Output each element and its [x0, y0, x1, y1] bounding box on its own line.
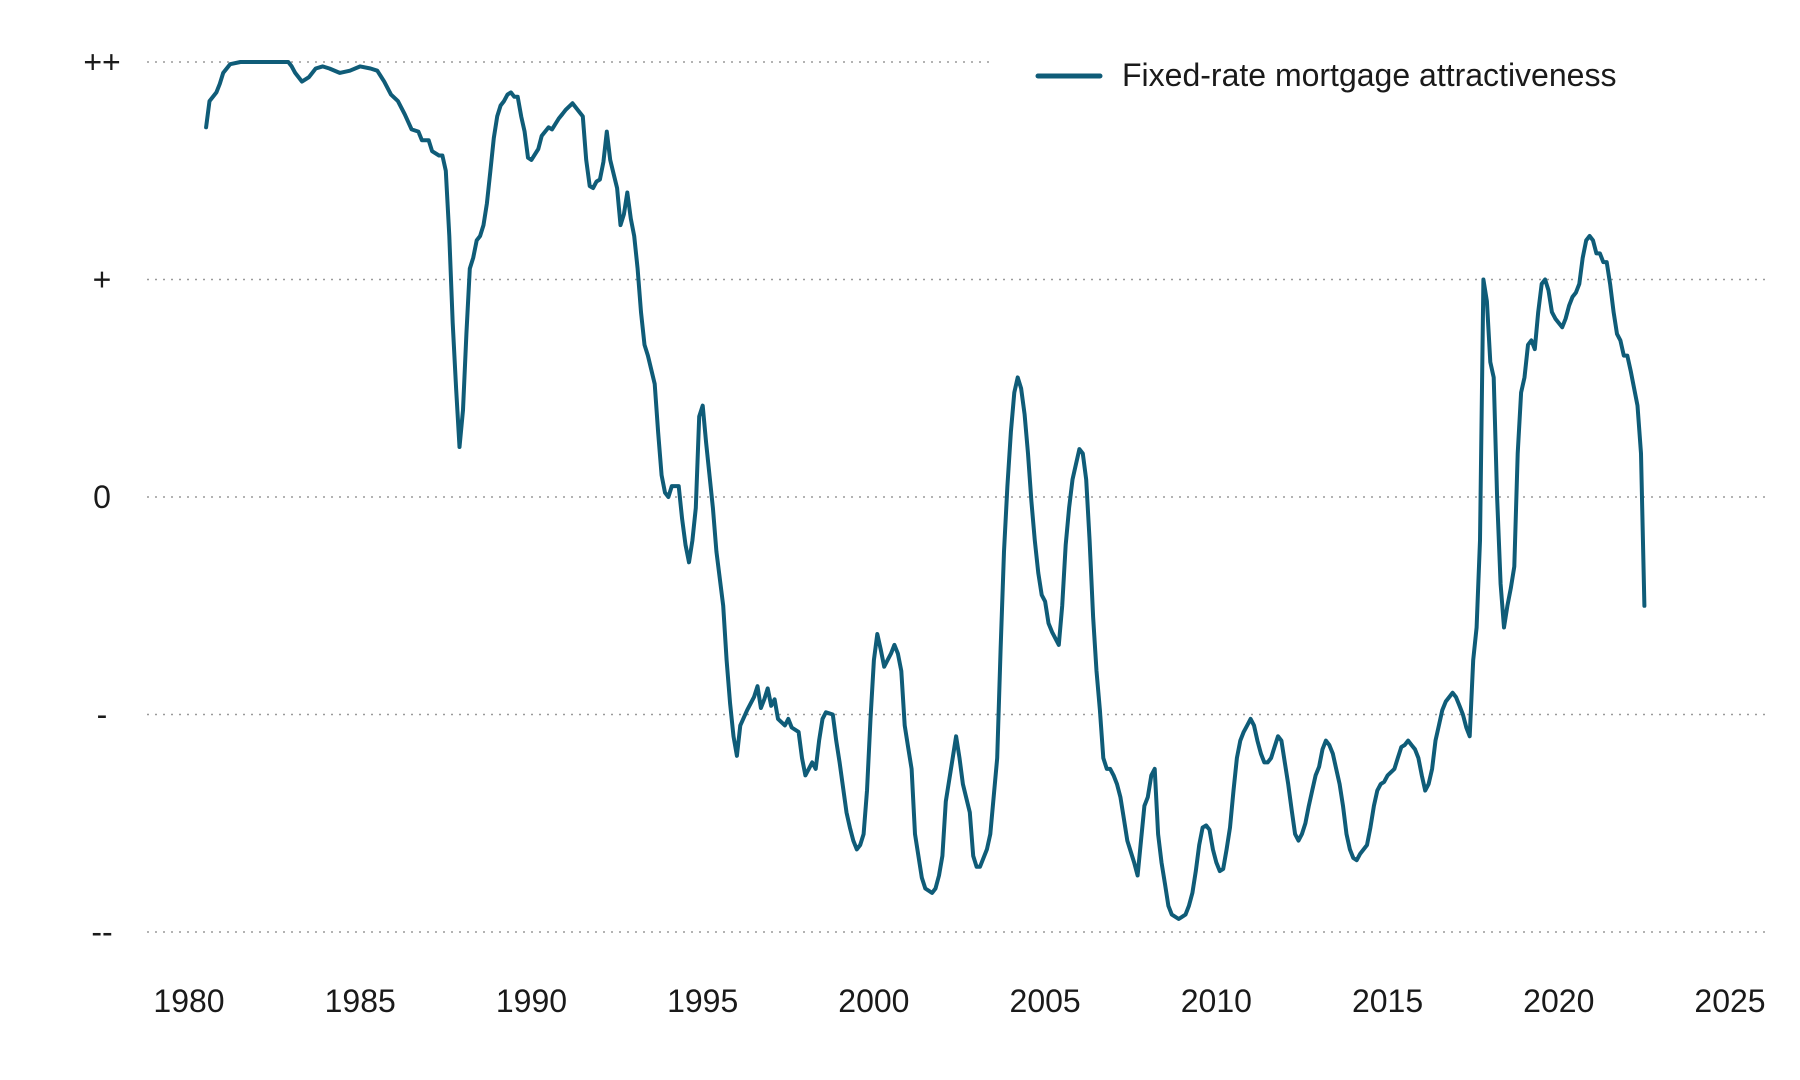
- x-tick-label: 1990: [496, 983, 567, 1019]
- y-tick-label: --: [91, 914, 112, 950]
- y-tick-label: 0: [93, 479, 111, 515]
- x-tick-label: 1995: [667, 983, 738, 1019]
- y-axis-tick-labels: +++0---: [83, 44, 120, 950]
- x-tick-label: 2025: [1694, 983, 1765, 1019]
- x-tick-label: 2015: [1352, 983, 1423, 1019]
- x-tick-label: 2000: [838, 983, 909, 1019]
- x-axis-tick-labels: 1980 1985 1990 1995 2000 2005 2010 2015 2020 2025: [153, 983, 1765, 1019]
- x-tick-label: 1985: [325, 983, 396, 1019]
- gridlines: [147, 61, 1768, 933]
- legend-label: Fixed-rate mortgage attractiveness: [1122, 57, 1616, 93]
- legend: Fixed-rate mortgage attractiveness: [1035, 57, 1616, 93]
- series-line: [204, 60, 1647, 921]
- y-tick-label: -: [97, 697, 108, 733]
- x-tick-label: 2010: [1181, 983, 1252, 1019]
- series-lines: [204, 60, 1647, 921]
- x-tick-label: 1980: [153, 983, 224, 1019]
- y-tick-label: +: [93, 262, 112, 298]
- x-tick-label: 2020: [1523, 983, 1594, 1019]
- y-tick-label: ++: [83, 44, 120, 80]
- x-tick-label: 2005: [1010, 983, 1081, 1019]
